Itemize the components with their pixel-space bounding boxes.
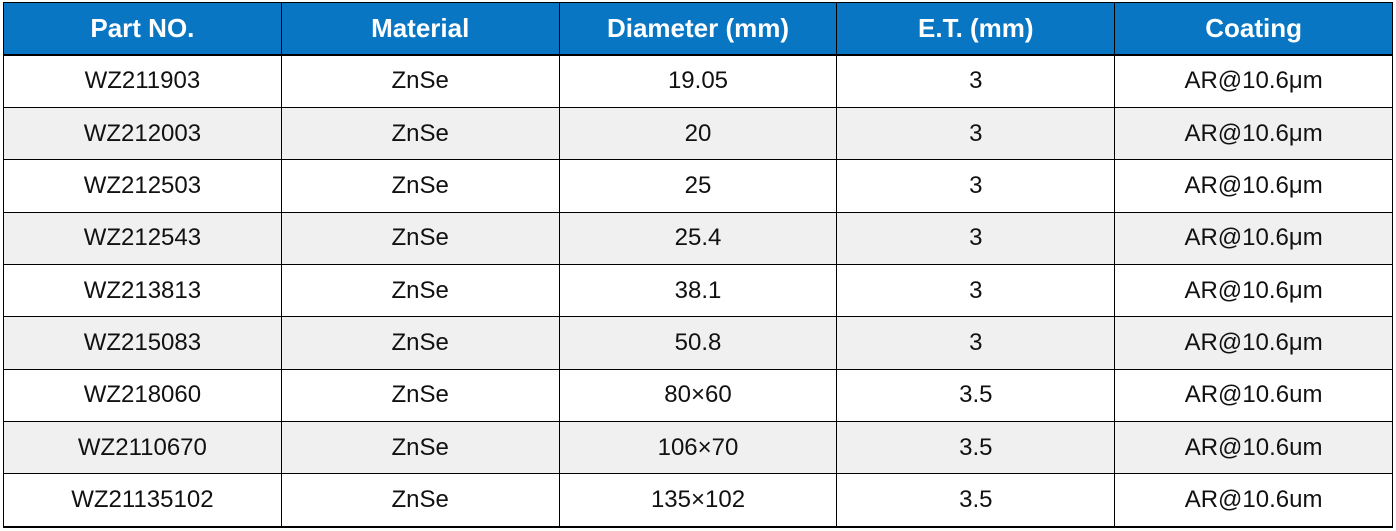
cell-material: ZnSe bbox=[280, 368, 560, 422]
cell-part_no: WZ2110670 bbox=[3, 420, 282, 475]
cell-material: ZnSe bbox=[280, 159, 560, 213]
cell-part_no: WZ21135102 bbox=[3, 473, 282, 528]
cell-et: 3 bbox=[836, 107, 1116, 161]
product-spec-table: Part NO. Material Diameter (mm) E.T. (mm) Co… bbox=[3, 2, 1393, 528]
cell-coating: AR@10.6μm bbox=[1114, 53, 1393, 109]
table-row: WZ212503 ZnSe 25 3 AR@10.6μm bbox=[3, 159, 1393, 213]
cell-diameter: 25.4 bbox=[558, 211, 838, 266]
header-cell-diameter: Diameter (mm) bbox=[558, 2, 838, 56]
table-row: WZ218060 ZnSe 80×60 3.5 AR@10.6um bbox=[3, 368, 1393, 422]
cell-part_no: WZ215083 bbox=[3, 316, 282, 370]
table-row: WZ2110670 ZnSe 106×70 3.5 AR@10.6um bbox=[3, 420, 1393, 475]
cell-et: 3 bbox=[836, 264, 1116, 318]
cell-diameter: 38.1 bbox=[558, 264, 838, 318]
cell-coating: AR@10.6μm bbox=[1114, 211, 1393, 266]
cell-coating: AR@10.6um bbox=[1114, 473, 1393, 528]
header-row: Part NO. Material Diameter (mm) E.T. (mm) Co… bbox=[3, 2, 1393, 56]
cell-coating: AR@10.6um bbox=[1114, 420, 1393, 475]
spec-table-container: Part NO. Material Diameter (mm) E.T. (mm) Co… bbox=[3, 2, 1393, 528]
cell-part_no: WZ218060 bbox=[3, 368, 282, 422]
cell-et: 3 bbox=[836, 53, 1116, 109]
cell-coating: AR@10.6μm bbox=[1114, 159, 1393, 213]
table-row: WZ212003 ZnSe 20 3 AR@10.6μm bbox=[3, 107, 1393, 161]
cell-coating: AR@10.6um bbox=[1114, 368, 1393, 422]
cell-et: 3.5 bbox=[836, 368, 1116, 422]
cell-diameter: 135×102 bbox=[558, 473, 838, 528]
cell-et: 3.5 bbox=[836, 473, 1116, 528]
cell-part_no: WZ213813 bbox=[3, 264, 282, 318]
cell-material: ZnSe bbox=[280, 107, 560, 161]
cell-et: 3 bbox=[836, 316, 1116, 370]
header-cell-et: E.T. (mm) bbox=[836, 2, 1116, 56]
table-row: WZ212543 ZnSe 25.4 3 AR@10.6μm bbox=[3, 211, 1393, 266]
table-body: WZ211903 ZnSe 19.05 3 AR@10.6μm WZ212003 ZnSe 2… bbox=[3, 53, 1393, 528]
header-cell-coating: Coating bbox=[1114, 2, 1393, 56]
cell-diameter: 19.05 bbox=[558, 53, 838, 109]
cell-diameter: 25 bbox=[558, 159, 838, 213]
header-cell-part_no: Part NO. bbox=[3, 2, 282, 56]
cell-part_no: WZ212503 bbox=[3, 159, 282, 213]
table-row: WZ215083 ZnSe 50.8 3 AR@10.6μm bbox=[3, 316, 1393, 370]
cell-coating: AR@10.6μm bbox=[1114, 264, 1393, 318]
table-row: WZ211903 ZnSe 19.05 3 AR@10.6μm bbox=[3, 53, 1393, 109]
cell-material: ZnSe bbox=[280, 53, 560, 109]
table-row: WZ21135102 ZnSe 135×102 3.5 AR@10.6um bbox=[3, 473, 1393, 528]
header-cell-material: Material bbox=[280, 2, 560, 56]
cell-part_no: WZ211903 bbox=[3, 53, 282, 109]
cell-material: ZnSe bbox=[280, 211, 560, 266]
cell-part_no: WZ212003 bbox=[3, 107, 282, 161]
cell-coating: AR@10.6μm bbox=[1114, 107, 1393, 161]
cell-diameter: 106×70 bbox=[558, 420, 838, 475]
cell-et: 3 bbox=[836, 211, 1116, 266]
cell-material: ZnSe bbox=[280, 316, 560, 370]
cell-material: ZnSe bbox=[280, 264, 560, 318]
cell-coating: AR@10.6μm bbox=[1114, 316, 1393, 370]
cell-diameter: 50.8 bbox=[558, 316, 838, 370]
cell-part_no: WZ212543 bbox=[3, 211, 282, 266]
cell-diameter: 80×60 bbox=[558, 368, 838, 422]
cell-et: 3.5 bbox=[836, 420, 1116, 475]
cell-diameter: 20 bbox=[558, 107, 838, 161]
cell-material: ZnSe bbox=[280, 473, 560, 528]
table-row: WZ213813 ZnSe 38.1 3 AR@10.6μm bbox=[3, 264, 1393, 318]
cell-et: 3 bbox=[836, 159, 1116, 213]
cell-material: ZnSe bbox=[280, 420, 560, 475]
